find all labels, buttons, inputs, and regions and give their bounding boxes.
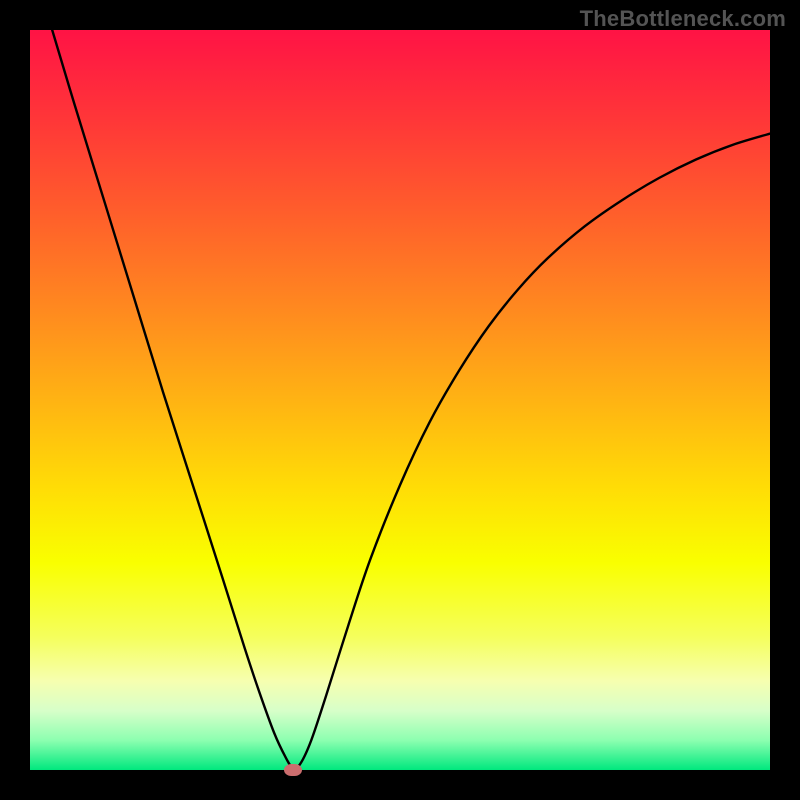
chart-background <box>30 30 770 770</box>
minimum-marker <box>284 764 302 776</box>
bottleneck-curve-chart <box>30 30 770 770</box>
watermark-text: TheBottleneck.com <box>580 6 786 32</box>
plot-area <box>30 30 770 770</box>
chart-frame: TheBottleneck.com <box>0 0 800 800</box>
